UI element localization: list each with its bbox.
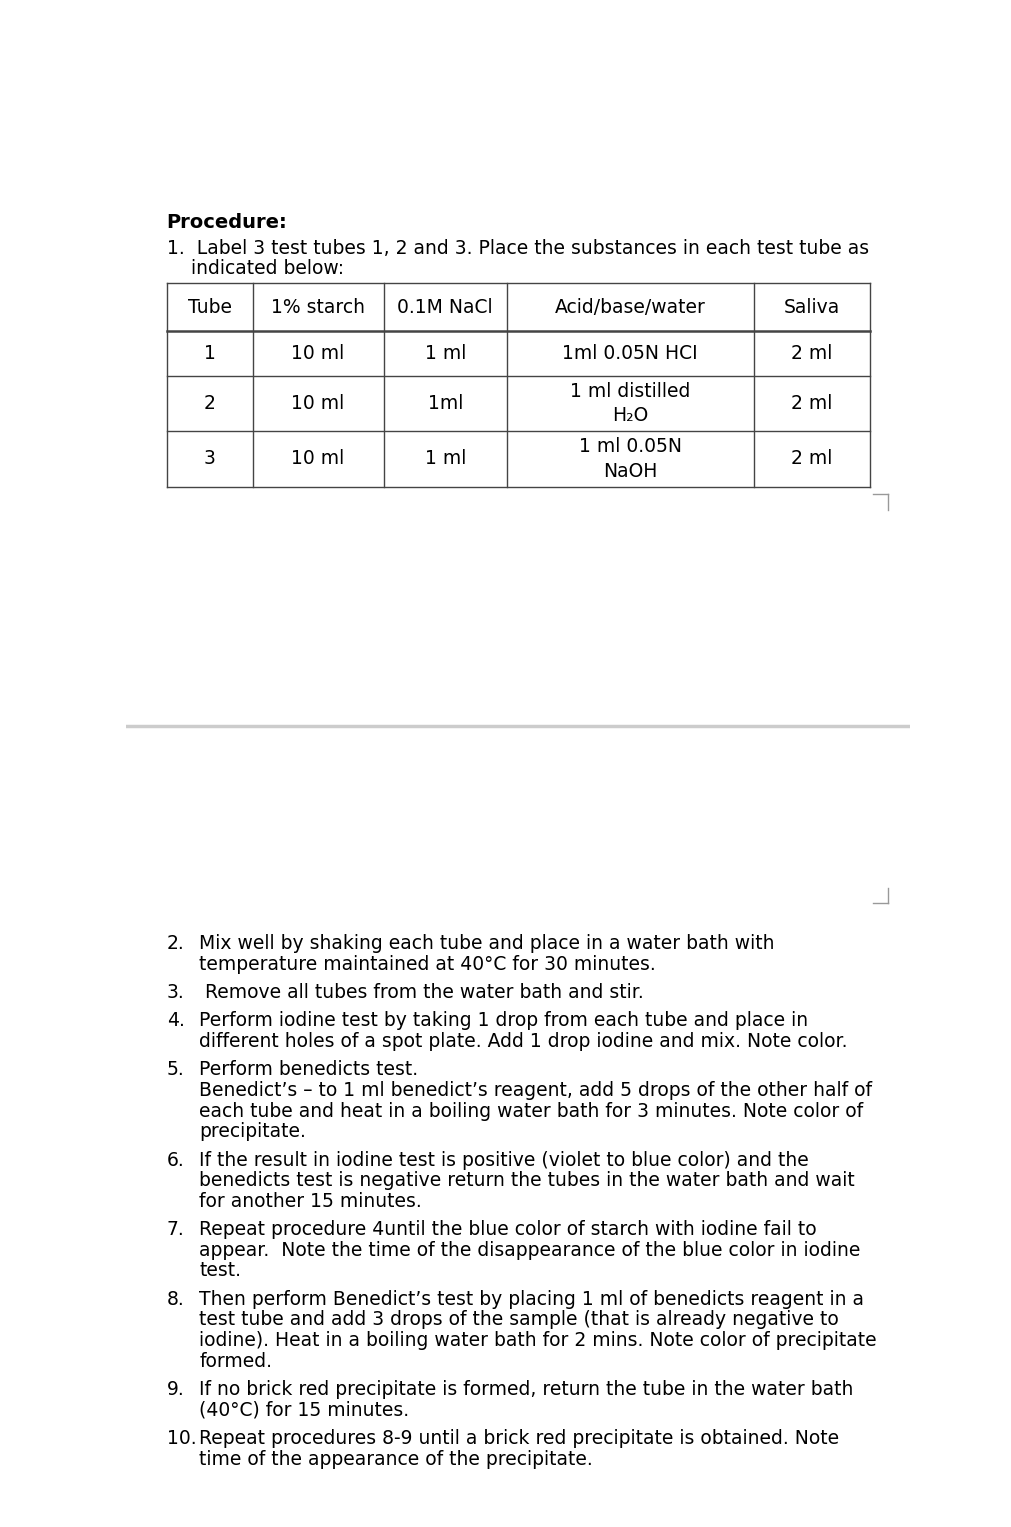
Text: different holes of a spot plate. Add 1 drop iodine and mix. Note color.: different holes of a spot plate. Add 1 d… — [199, 1032, 848, 1051]
Text: Perform iodine test by taking 1 drop from each tube and place in: Perform iodine test by taking 1 drop fro… — [199, 1011, 809, 1031]
Text: 2 ml: 2 ml — [791, 449, 832, 469]
Text: 10 ml: 10 ml — [291, 344, 345, 363]
Text: If no brick red precipitate is formed, return the tube in the water bath: If no brick red precipitate is formed, r… — [199, 1380, 853, 1399]
Text: 1.  Label 3 test tubes 1, 2 and 3. Place the substances in each test tube as: 1. Label 3 test tubes 1, 2 and 3. Place … — [167, 238, 868, 258]
Text: Remove all tubes from the water bath and stir.: Remove all tubes from the water bath and… — [199, 983, 644, 1002]
Text: Saliva: Saliva — [784, 298, 840, 316]
Text: benedicts test is negative return the tubes in the water bath and wait: benedicts test is negative return the tu… — [199, 1171, 855, 1190]
Text: 1% starch: 1% starch — [271, 298, 365, 316]
Text: 1: 1 — [204, 344, 215, 363]
Text: time of the appearance of the precipitate.: time of the appearance of the precipitat… — [199, 1449, 593, 1469]
Text: 0.1M NaCl: 0.1M NaCl — [397, 298, 493, 316]
Text: Perform benedicts test.: Perform benedicts test. — [199, 1060, 419, 1080]
Text: 10 ml: 10 ml — [291, 449, 345, 469]
Text: 1 ml distilled
H₂O: 1 ml distilled H₂O — [570, 382, 691, 425]
Text: Then perform Benedict’s test by placing 1 ml of benedicts reagent in a: Then perform Benedict’s test by placing … — [199, 1290, 864, 1309]
Text: Benedict’s – to 1 ml benedict’s reagent, add 5 drops of the other half of: Benedict’s – to 1 ml benedict’s reagent,… — [199, 1081, 872, 1099]
Text: appear.  Note the time of the disappearance of the blue color in iodine: appear. Note the time of the disappearan… — [199, 1241, 860, 1260]
Text: 3.: 3. — [167, 983, 184, 1002]
Text: 1 ml 0.05N
NaOH: 1 ml 0.05N NaOH — [579, 437, 681, 481]
Text: 2 ml: 2 ml — [791, 394, 832, 412]
Text: 6.: 6. — [167, 1150, 184, 1170]
Text: 1 ml: 1 ml — [425, 449, 466, 469]
Text: formed.: formed. — [199, 1351, 272, 1371]
Text: test tube and add 3 drops of the sample (that is already negative to: test tube and add 3 drops of the sample … — [199, 1310, 839, 1330]
Text: test.: test. — [199, 1261, 242, 1281]
Text: 9.: 9. — [167, 1380, 184, 1399]
Text: Repeat procedures 8-9 until a brick red precipitate is obtained. Note: Repeat procedures 8-9 until a brick red … — [199, 1429, 839, 1448]
Text: 1ml 0.05N HCI: 1ml 0.05N HCI — [562, 344, 699, 363]
Text: 4.: 4. — [167, 1011, 185, 1031]
Text: each tube and heat in a boiling water bath for 3 minutes. Note color of: each tube and heat in a boiling water ba… — [199, 1101, 863, 1121]
Text: indicated below:: indicated below: — [167, 260, 344, 278]
Text: Repeat procedure 4until the blue color of starch with iodine fail to: Repeat procedure 4until the blue color o… — [199, 1220, 817, 1238]
Text: 2 ml: 2 ml — [791, 344, 832, 363]
Text: temperature maintained at 40°C for 30 minutes.: temperature maintained at 40°C for 30 mi… — [199, 954, 656, 974]
Text: 10 ml: 10 ml — [291, 394, 345, 412]
Text: 1ml: 1ml — [428, 394, 463, 412]
Text: Tube: Tube — [188, 298, 232, 316]
Text: precipitate.: precipitate. — [199, 1122, 306, 1141]
Text: for another 15 minutes.: for another 15 minutes. — [199, 1191, 422, 1211]
Text: iodine). Heat in a boiling water bath for 2 mins. Note color of precipitate: iodine). Heat in a boiling water bath fo… — [199, 1332, 877, 1350]
Text: 7.: 7. — [167, 1220, 184, 1238]
Text: 8.: 8. — [167, 1290, 184, 1309]
Text: 2: 2 — [204, 394, 215, 412]
Text: Acid/base/water: Acid/base/water — [555, 298, 706, 316]
Text: If the result in iodine test is positive (violet to blue color) and the: If the result in iodine test is positive… — [199, 1150, 809, 1170]
Text: Procedure:: Procedure: — [167, 212, 287, 232]
Text: 10.: 10. — [167, 1429, 196, 1448]
Text: 5.: 5. — [167, 1060, 184, 1080]
Text: (40°C) for 15 minutes.: (40°C) for 15 minutes. — [199, 1400, 409, 1420]
Text: 3: 3 — [204, 449, 215, 469]
Text: Mix well by shaking each tube and place in a water bath with: Mix well by shaking each tube and place … — [199, 935, 774, 953]
Text: 1 ml: 1 ml — [425, 344, 466, 363]
Text: 2.: 2. — [167, 935, 184, 953]
